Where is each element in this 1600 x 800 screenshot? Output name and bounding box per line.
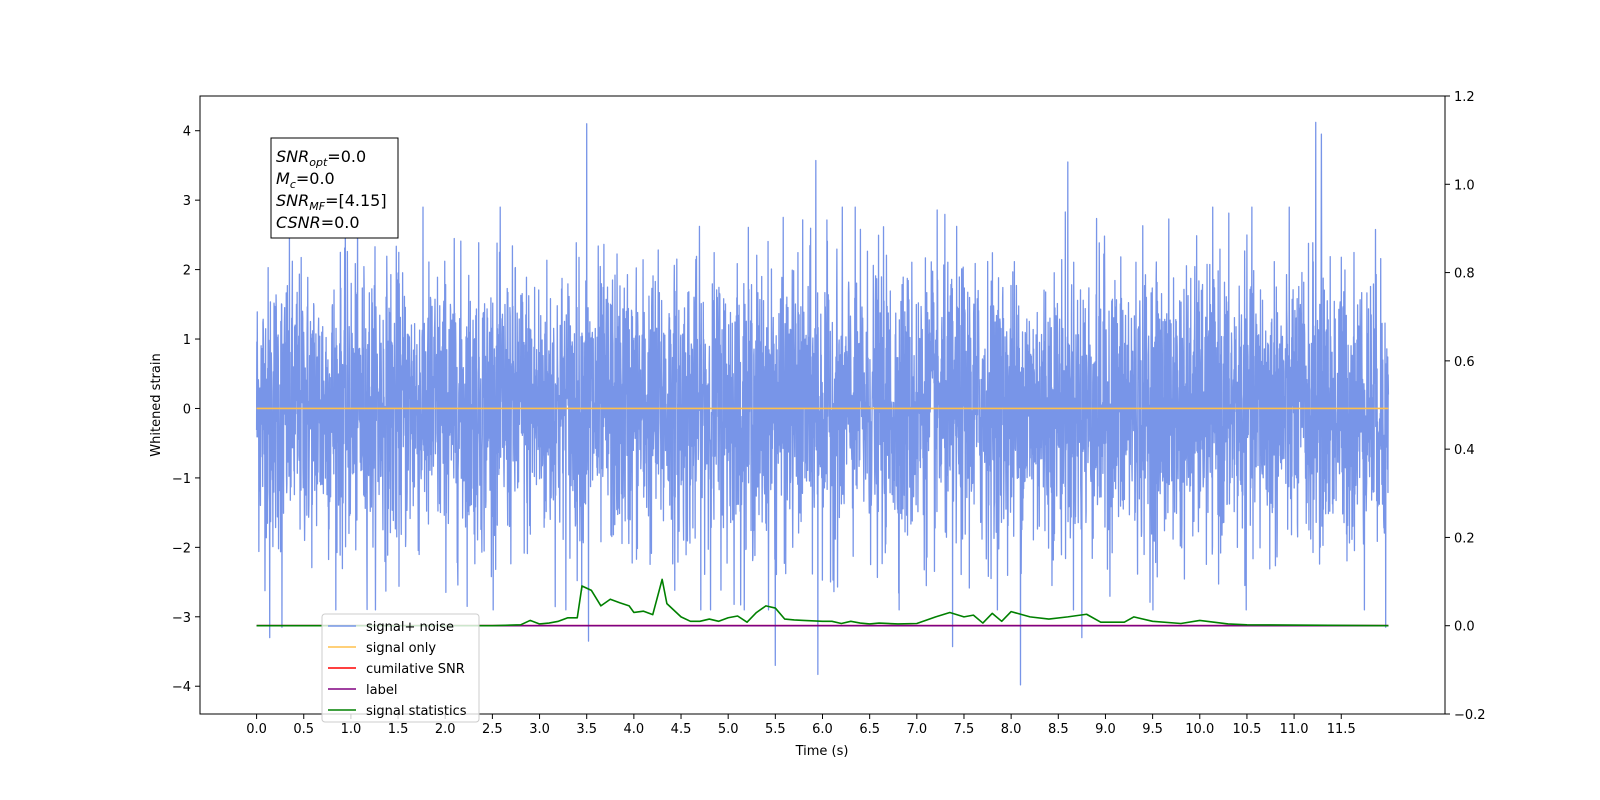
x-tick-label: 5.0	[718, 722, 739, 737]
annotation-symbol: SNR	[276, 191, 309, 210]
annotation-line: SNRopt=0.0	[276, 147, 366, 169]
legend: signal+ noise signal only cumilative SNR la…	[321, 613, 480, 723]
annotation-symbol: M	[276, 169, 290, 188]
x-tick-label: 9.5	[1142, 722, 1163, 737]
series-line-signal-statistics	[256, 578, 1389, 627]
annotation-symbol: CSNR	[276, 213, 321, 232]
annotation-subscript: opt	[309, 156, 328, 169]
annotation-value: =0.0	[296, 169, 335, 188]
x-tick-label: 7.0	[906, 722, 927, 737]
legend-label-cumilative-snr: cumilative SNR	[366, 662, 465, 677]
y-tick-label: −1	[172, 472, 191, 487]
y-tick-label: 1	[183, 333, 191, 348]
annotation-frame	[270, 137, 399, 239]
x-axis-ticks: 0.0 0.5 1.0 1.5 2.0 2.5 3.0 3.5 4.0 4.5 5.0 5.5 6.0 6…	[246, 714, 1356, 737]
annotation-subscript: MF	[309, 200, 325, 213]
x-tick-label: 7.5	[954, 722, 975, 737]
legend-label-signal-statistics: signal statistics	[366, 704, 467, 719]
annotation-subscript: c	[290, 178, 296, 191]
y2-tick-label: 0.6	[1454, 355, 1475, 370]
x-tick-label: 11.5	[1327, 722, 1356, 737]
x-tick-label: 4.5	[671, 722, 692, 737]
annotation-line: SNRMF=[4.15]	[276, 191, 387, 213]
series-line-signal-noise	[255, 121, 1390, 686]
x-tick-label: 2.5	[482, 722, 503, 737]
y-axis-label: Whitened strain	[149, 353, 164, 456]
x-tick-label: 3.0	[529, 722, 550, 737]
y2-tick-label: 0.4	[1454, 443, 1475, 458]
y2-tick-label: 0.2	[1454, 531, 1475, 546]
y2-tick-label: 0.8	[1454, 267, 1475, 282]
y-tick-label: −4	[172, 680, 191, 695]
x-tick-label: 9.0	[1095, 722, 1116, 737]
annotation-value: =0.0	[327, 147, 366, 166]
y-tick-label: 3	[183, 194, 191, 209]
x-tick-label: 2.0	[435, 722, 456, 737]
x-tick-label: 5.5	[765, 722, 786, 737]
legend-label-signal-noise: signal+ noise	[366, 620, 454, 635]
y2-tick-label: −0.2	[1454, 708, 1486, 723]
x-tick-label: 0.0	[246, 722, 267, 737]
x-tick-label: 6.5	[859, 722, 880, 737]
y2-tick-label: 0.0	[1454, 620, 1475, 635]
x-tick-label: 8.5	[1048, 722, 1069, 737]
x-tick-label: 6.0	[812, 722, 833, 737]
x-axis-label: Time (s)	[795, 744, 849, 759]
y-tick-label: 2	[183, 264, 191, 279]
y-tick-label: 0	[183, 402, 191, 417]
x-tick-label: 10.5	[1232, 722, 1261, 737]
y-tick-label: −2	[172, 541, 191, 556]
x-tick-label: 1.5	[388, 722, 409, 737]
y-tick-label: 4	[183, 125, 191, 140]
annotation-line: Mc=0.0	[276, 169, 335, 191]
x-tick-label: 10.0	[1185, 722, 1214, 737]
y-axis-ticks: −4 −3 −2 −1 0 1 2 3 4	[172, 125, 200, 695]
annotation-value: =[4.15]	[325, 191, 387, 210]
y2-tick-label: 1.2	[1454, 90, 1475, 105]
x-tick-label: 3.5	[576, 722, 597, 737]
x-tick-label: 0.5	[293, 722, 314, 737]
annotation-symbol: SNR	[276, 147, 309, 166]
x-tick-label: 11.0	[1280, 722, 1309, 737]
y2-tick-label: 1.0	[1454, 178, 1475, 193]
x-tick-label: 8.0	[1001, 722, 1022, 737]
legend-label-signal-only: signal only	[366, 641, 436, 656]
legend-label-label: label	[366, 683, 397, 698]
x-tick-label: 4.0	[624, 722, 645, 737]
legend-frame	[321, 613, 480, 723]
annotation-line: CSNR=0.0	[276, 213, 360, 232]
y-tick-label: −3	[172, 611, 191, 626]
secondary-y-axis-ticks: −0.2 0.0 0.2 0.4 0.6 0.8 1.0 1.2	[1445, 90, 1486, 723]
x-tick-label: 1.0	[341, 722, 362, 737]
annotation-value: =0.0	[321, 213, 360, 232]
